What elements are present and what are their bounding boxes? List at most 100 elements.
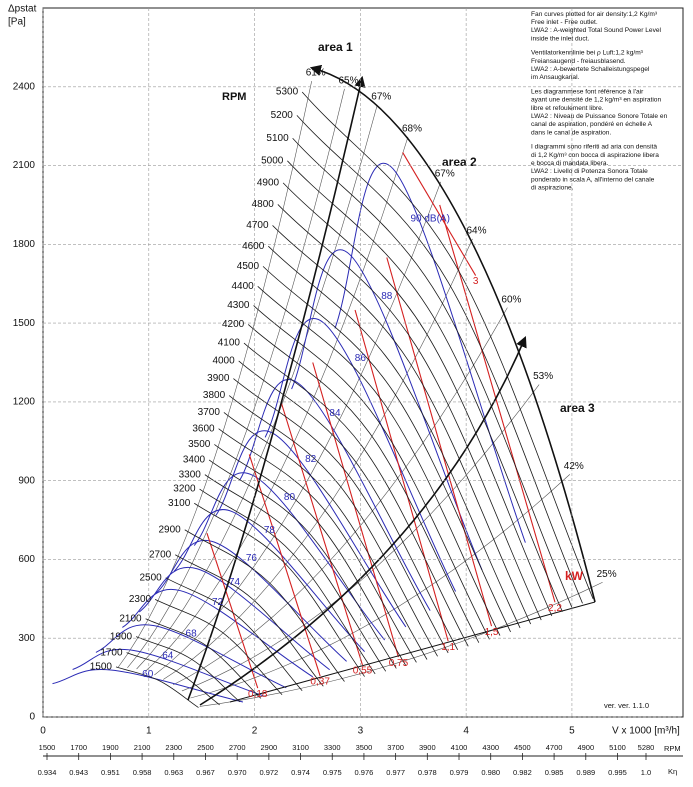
sound-label: 86 (355, 353, 367, 364)
k-eta-value: 0.989 (576, 768, 595, 777)
note-line: Free inlet - Free outlet. (531, 19, 598, 26)
version: ver. ver. 1.1.0 (604, 701, 649, 710)
y-tick-label: 600 (18, 554, 35, 565)
k-eta-value: 0.977 (386, 768, 405, 777)
efficiency-label: 60% (501, 294, 521, 305)
power-line (280, 401, 363, 666)
rpm-curve (115, 666, 199, 708)
sound-label: 74 (229, 577, 241, 588)
rpm-label: 2900 (159, 524, 182, 535)
note-line: ponderato in scala A, all'interno del ca… (531, 176, 655, 183)
y-axis-label: Δpstat (8, 4, 37, 15)
efficiency-label: 65% (338, 76, 358, 87)
rpm-scale-label: 4100 (451, 743, 468, 752)
k-eta-value: 0.975 (323, 768, 342, 777)
y-tick-label: 2400 (13, 81, 36, 92)
note-line: di aspirazione. (531, 185, 574, 192)
k-eta-value: 0.951 (101, 768, 120, 777)
rpm-label: 2500 (139, 572, 162, 583)
rpm-label: 5200 (271, 110, 294, 121)
rpm-curve (214, 444, 407, 666)
rpm-curve (208, 459, 397, 669)
sound-label: 64 (162, 651, 174, 662)
rpm-scale-label: 2500 (197, 743, 214, 752)
power-line (206, 533, 259, 689)
note-line: ayant une densité de 1,2 kg/m³ en aspira… (531, 97, 661, 104)
rpm-curve (253, 305, 490, 640)
note-line: libre et refoulement libre. (531, 105, 604, 112)
sound-curve (95, 624, 287, 689)
k-eta-value: 0.982 (513, 768, 532, 777)
rpm-curve (228, 395, 438, 657)
x-tick-label: 1 (146, 726, 152, 737)
rpm-label: 4600 (242, 241, 265, 252)
efficiency-curve (144, 136, 409, 672)
efficiency-label: 61% (306, 68, 326, 79)
sound-label: 88 (381, 291, 393, 302)
rpm-curve (243, 342, 469, 647)
k-eta-value: 0.974 (291, 768, 310, 777)
efficiency-label: 68% (402, 124, 422, 135)
k-eta-value: 1.0 (641, 768, 651, 777)
sound-curve (72, 648, 264, 697)
rpm-curve (277, 204, 542, 621)
rpm-label: 4800 (252, 199, 275, 210)
power-label: 0,75 (389, 658, 409, 669)
efficiency-label: 67% (371, 92, 391, 103)
rpm-curve (204, 474, 387, 672)
k-eta-value: 0.980 (481, 768, 500, 777)
rpm-scale-label: 1700 (70, 743, 87, 752)
rpm-label: 4400 (231, 281, 254, 292)
rpm-curve (272, 225, 532, 625)
k-eta-value: 0.967 (196, 768, 215, 777)
sound-label: 84 (329, 408, 341, 419)
y-tick-label: 0 (29, 712, 35, 723)
rpm-curve (154, 598, 283, 695)
rpm-label: 3400 (183, 455, 206, 466)
k-eta-value: 0.995 (608, 768, 627, 777)
k-eta-value: 0.978 (418, 768, 437, 777)
rpm-curve (223, 412, 428, 660)
efficiency-curve (154, 181, 442, 676)
efficiency-curve (199, 582, 603, 707)
rpm-scale-label: 4900 (577, 743, 594, 752)
power-label: 0,55 (353, 666, 373, 677)
rpm-scale-label: 2900 (261, 743, 278, 752)
note-line: dans le canal de aspiration. (531, 129, 611, 136)
y-tick-label: 1800 (13, 239, 36, 250)
power-label: 2,2 (548, 603, 562, 614)
efficiency-curve (136, 104, 378, 670)
rpm-label: 5300 (276, 87, 299, 98)
rpm-curve (287, 160, 563, 612)
area-label: area 1 (318, 40, 353, 54)
rpm-label: 2100 (119, 613, 142, 624)
y-tick-label: 300 (18, 633, 35, 644)
rpm-label: 5000 (261, 155, 284, 166)
k-eta-value: 0.970 (228, 768, 247, 777)
rpm-label: 3800 (203, 390, 226, 401)
power-line (386, 257, 493, 627)
area-boundaries (187, 64, 596, 706)
efficiency-label: 42% (564, 461, 584, 472)
note-line: Ventilatorkennlinie bei ρ Luft:1,2 kg/m³ (531, 50, 644, 57)
rpm-curve (282, 182, 553, 617)
sound-curve (193, 472, 386, 641)
rpm-label: 2300 (129, 594, 152, 605)
rpm-curve (218, 428, 417, 663)
rpm-label: 4200 (222, 319, 245, 330)
sound-label: 78 (264, 525, 276, 536)
rpm-label: 3600 (192, 423, 215, 434)
rpm-label: 3100 (168, 498, 191, 509)
efficiency-label: 64% (466, 225, 486, 236)
power-label: 0,37 (310, 677, 330, 688)
power-line (354, 309, 449, 642)
rpm-scale-label: 5280 (638, 743, 655, 752)
rpm-label: 2700 (149, 549, 172, 560)
x-tick-label: 4 (463, 726, 469, 737)
note-line: e bocca di mandata libera. (531, 160, 609, 167)
rpm-curve (165, 577, 303, 692)
efficiency-label: 53% (533, 371, 553, 382)
sound-curve (52, 669, 244, 703)
power-line (402, 152, 477, 276)
rpm-scale-label: 4300 (482, 743, 499, 752)
